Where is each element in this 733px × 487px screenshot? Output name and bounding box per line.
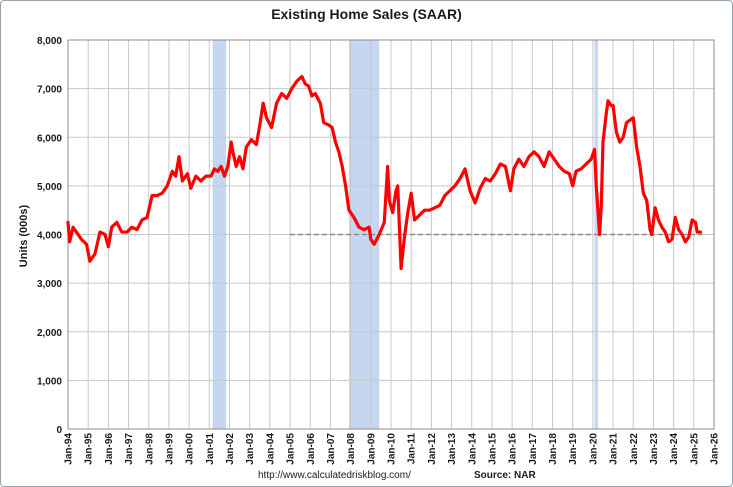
x-tick-label: Jan-05	[286, 433, 297, 465]
y-tick-label: 1,000	[37, 376, 62, 387]
chart-title: Existing Home Sales (SAAR)	[271, 6, 462, 22]
y-tick-label: 2,000	[37, 328, 62, 339]
x-tick-label: Jan-25	[689, 433, 700, 465]
x-tick-label: Jan-01	[205, 433, 216, 465]
series-group	[66, 74, 703, 271]
y-tick-label: 6,000	[37, 133, 62, 144]
x-tick-label: Jan-07	[326, 433, 337, 465]
x-tick-label: Jan-21	[609, 433, 620, 465]
x-tick-label: Jan-00	[185, 433, 196, 465]
x-tick-label: Jan-08	[346, 433, 357, 465]
y-tick-labels: 0 1,000 2,000 3,000 4,000 5,000 6,000 7,000 8,00…	[37, 36, 62, 436]
y-tick-label: 0	[56, 425, 62, 436]
x-tick-label: Jan-95	[84, 433, 95, 465]
x-tick-label: Jan-02	[225, 433, 236, 465]
x-tick-label: Jan-26	[710, 433, 721, 465]
x-tick-label: Jan-99	[164, 433, 175, 465]
x-tick-label: Jan-13	[447, 433, 458, 465]
gridlines	[68, 40, 714, 429]
x-tick-label: Jan-16	[508, 433, 519, 465]
x-tick-label: Jan-97	[124, 433, 135, 465]
x-tick-label: Jan-11	[407, 433, 418, 465]
x-tick-label: Jan-24	[669, 433, 680, 465]
y-tick-label: 7,000	[37, 85, 62, 96]
x-tick-label: Jan-04	[265, 433, 276, 465]
x-tick-label: Jan-19	[568, 433, 579, 465]
series-line-1	[66, 74, 703, 271]
y-tick-label: 8,000	[37, 36, 62, 47]
x-tick-label: Jan-12	[427, 433, 438, 465]
x-tick-label: Jan-09	[366, 433, 377, 465]
y-tick-label: 5,000	[37, 182, 62, 193]
source-note: Source: NAR	[474, 470, 536, 481]
y-tick-label: 3,000	[37, 279, 62, 290]
x-tick-label: Jan-10	[387, 433, 398, 465]
x-tick-label: Jan-15	[487, 433, 498, 465]
x-tick-label: Jan-23	[649, 433, 660, 465]
y-tick-label: 4,000	[37, 231, 62, 242]
url-footnote: http://www.calculatedriskblog.com/	[258, 470, 411, 481]
x-tick-label: Jan-20	[588, 433, 599, 465]
x-tick-label: Jan-17	[528, 433, 539, 465]
x-tick-label: Jan-14	[467, 433, 478, 465]
x-tick-label: Jan-06	[306, 433, 317, 465]
x-tick-label: Jan-18	[548, 433, 559, 465]
x-tick-label: Jan-94	[64, 433, 75, 465]
x-tick-label: Jan-22	[629, 433, 640, 465]
x-tick-label: Jan-03	[245, 433, 256, 465]
x-tick-label: Jan-96	[104, 433, 115, 465]
x-tick-labels: Jan-94 Jan-95 Jan-96 Jan-97 Jan-98 Jan-99 Jan-…	[64, 433, 721, 465]
x-tick-label: Jan-98	[144, 433, 155, 465]
